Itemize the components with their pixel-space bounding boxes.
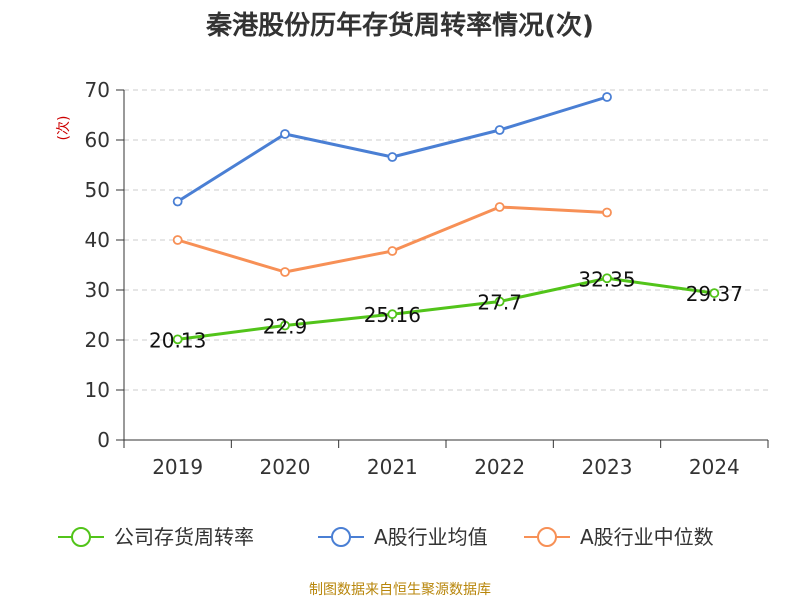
x-tick-label: 2022: [474, 455, 525, 479]
data-point: [387, 246, 398, 256]
x-tick-label: 2024: [689, 455, 740, 479]
y-tick-label: 0: [97, 428, 110, 452]
data-point: [280, 129, 290, 139]
x-tick-label: 2023: [582, 455, 633, 479]
legend-label: A股行业均值: [374, 525, 488, 549]
x-tick-label: 2021: [367, 455, 418, 479]
x-tick-label: 2020: [260, 455, 311, 479]
data-point: [602, 92, 612, 102]
legend-marker: [537, 527, 557, 547]
y-tick-label: 20: [85, 328, 110, 352]
y-tick-label: 30: [85, 278, 110, 302]
legend-label: A股行业中位数: [580, 525, 714, 549]
data-label: 25.16: [364, 303, 421, 327]
y-tick-label: 40: [85, 228, 110, 252]
data-point: [494, 125, 505, 135]
data-point: [602, 273, 612, 284]
gridlines: [124, 89, 768, 391]
data-point: [172, 196, 183, 207]
data-point: [172, 235, 183, 245]
data-label: 32.35: [578, 267, 635, 291]
data-point: [280, 320, 290, 331]
data-point: [602, 207, 612, 218]
y-tick-label: 50: [85, 178, 110, 202]
data-point: [494, 296, 505, 307]
source-note: 制图数据来自恒生聚源数据库: [309, 582, 491, 598]
series-layer: [172, 92, 720, 345]
data-labels: 20.13 22.9 25.16 27.7 32.35 29.37: [149, 267, 743, 352]
legend-label: 公司存货周转率: [114, 525, 254, 549]
axes: 0 10 20 30 40 50 60 70 2019 2020 2021 2022 2023 2024: [85, 78, 769, 479]
data-point: [280, 267, 290, 277]
y-tick-label: 10: [85, 378, 110, 402]
y-tick-label: 60: [85, 128, 110, 152]
y-tick-label: 70: [85, 78, 110, 102]
series-line: [177, 276, 715, 341]
data-point: [387, 309, 398, 320]
legend-marker: [71, 527, 91, 547]
data-label: 22.9: [263, 315, 308, 339]
data-label: 27.7: [477, 291, 522, 315]
x-tick-label: 2019: [152, 455, 203, 479]
data-point: [172, 334, 183, 345]
series-line: [176, 95, 608, 203]
legend-marker: [331, 527, 351, 547]
data-point: [387, 152, 398, 162]
legend: 公司存货周转率 A股行业均值 A股行业中位数: [58, 525, 714, 549]
data-point: [709, 288, 720, 299]
data-point: [494, 202, 505, 212]
data-label: 29.37: [686, 282, 743, 306]
chart-title: 秦港股份历年存货周转率情况(次): [205, 10, 594, 41]
y-axis-label: (次): [56, 116, 72, 141]
data-label: 20.13: [149, 328, 206, 352]
